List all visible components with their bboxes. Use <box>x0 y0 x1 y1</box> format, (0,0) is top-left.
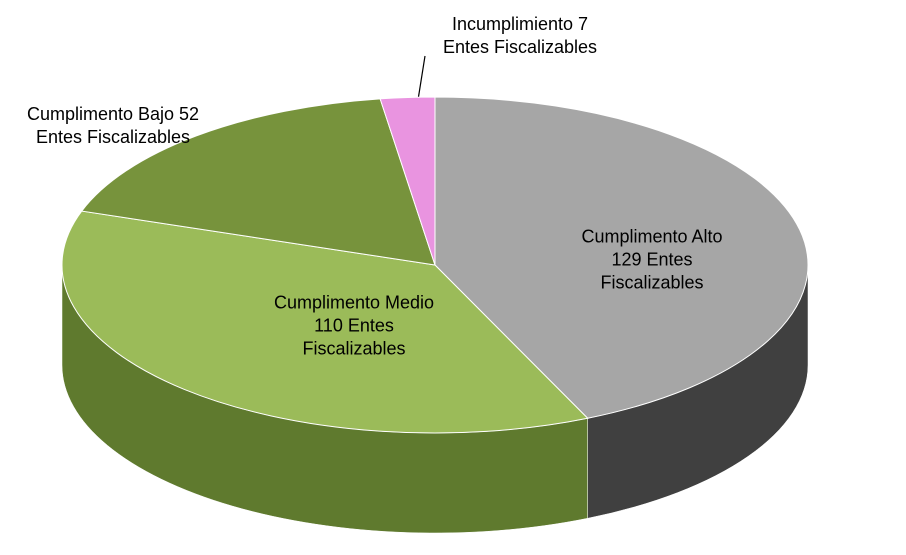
data-label: Cumplimento Alto 129 Entes Fiscalizables <box>581 226 723 293</box>
leader-line <box>417 55 426 101</box>
pie-slice <box>61 210 589 434</box>
pie-tops <box>61 96 809 434</box>
pie-slice <box>379 96 436 266</box>
pie-slice <box>434 96 809 419</box>
data-label: Cumplimento Bajo 52 Entes Fiscalizables <box>26 104 200 147</box>
pie-slice <box>80 98 436 266</box>
data-label: Incumplimiento 7 Entes Fiscalizables <box>442 14 598 57</box>
data-label: Cumplimento Medio 110 Entes Fiscalizable… <box>273 292 435 359</box>
